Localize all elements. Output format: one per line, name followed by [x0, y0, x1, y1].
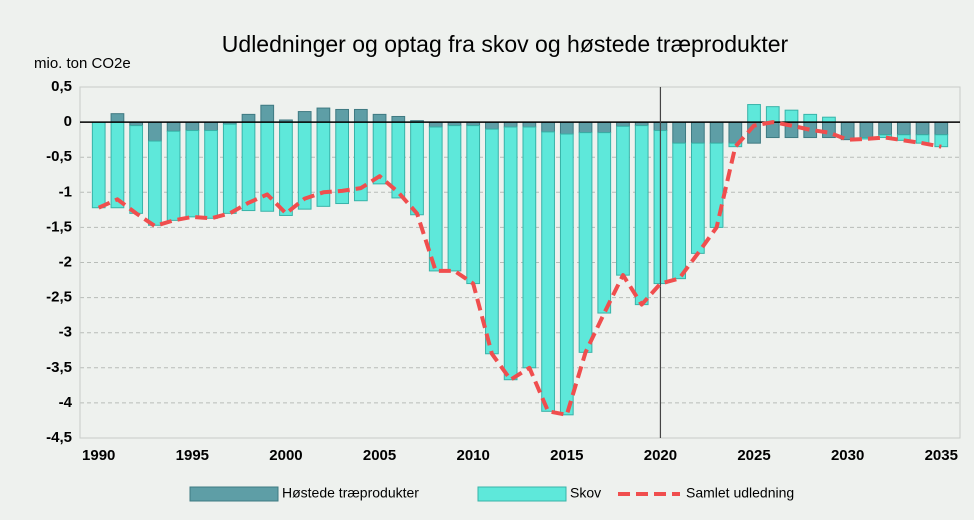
bar [241, 121, 256, 212]
bar [335, 108, 349, 123]
x-tick-label: 1995 [176, 447, 209, 464]
bar [522, 126, 537, 369]
bar [672, 121, 687, 144]
bar [466, 125, 481, 285]
bar [859, 121, 874, 139]
bar [709, 121, 724, 144]
bar [634, 125, 649, 306]
x-tick-label: 1990 [82, 447, 115, 464]
bar [559, 133, 574, 416]
legend-label: Skov [570, 485, 601, 501]
y-axis-label: mio. ton CO2e [34, 55, 131, 72]
bar [578, 121, 593, 134]
x-tick-label: 2015 [550, 447, 583, 464]
bar [616, 125, 630, 276]
bar [316, 107, 331, 123]
bar [765, 106, 780, 123]
bar [391, 115, 406, 123]
legend-label: Høstede træprodukter [282, 485, 419, 501]
bar [148, 140, 162, 226]
bar [129, 125, 144, 214]
bar [934, 121, 949, 136]
bar [691, 121, 705, 144]
bar [747, 104, 761, 123]
legend-label: Samlet udledning [686, 485, 794, 501]
chart-title: Udledninger og optag fra skov og høstede… [222, 31, 789, 57]
y-tick-label: -0,5 [46, 148, 72, 165]
bar [410, 121, 424, 216]
x-tick-label: 2035 [925, 447, 958, 464]
bar [372, 113, 387, 123]
bar [91, 121, 106, 209]
bar [297, 111, 312, 123]
plot-frame [79, 86, 961, 439]
x-tick-label: 2025 [737, 447, 770, 464]
bar [260, 104, 275, 123]
bar [896, 121, 911, 136]
bar [185, 130, 200, 218]
bar [541, 121, 555, 133]
y-tick-label: -3 [59, 324, 72, 341]
bar [447, 125, 462, 272]
y-tick-label: 0 [64, 113, 72, 130]
bar [222, 123, 237, 214]
x-tick-label: 2020 [644, 447, 677, 464]
bar [541, 131, 555, 412]
x-tick-label: 2005 [363, 447, 396, 464]
bar [428, 126, 443, 272]
legend-swatch [477, 486, 567, 502]
y-tick-label: -4,5 [46, 429, 72, 446]
bar [672, 142, 687, 280]
bar [878, 121, 892, 136]
x-tick-label: 2000 [269, 447, 302, 464]
bar [353, 108, 368, 123]
bar [241, 113, 256, 123]
y-tick-label: -2 [59, 253, 72, 270]
bar [166, 121, 181, 132]
y-tick-label: 0,5 [51, 78, 72, 95]
bar [148, 121, 162, 142]
bar [204, 130, 218, 219]
line [97, 120, 942, 417]
y-tick-label: -4 [59, 394, 73, 411]
bar [578, 132, 593, 353]
bar [784, 109, 799, 123]
bar [503, 126, 518, 381]
legend-swatch [189, 486, 279, 502]
bar [485, 121, 499, 130]
x-tick-label: 2030 [831, 447, 864, 464]
bar [204, 121, 218, 132]
bar [110, 121, 125, 209]
y-tick-label: -1,5 [46, 218, 72, 235]
bar [485, 128, 499, 355]
bar [559, 121, 574, 135]
y-tick-label: -3,5 [46, 359, 72, 376]
bar [110, 113, 125, 123]
bar [915, 121, 930, 136]
x-tick-label: 2010 [457, 447, 490, 464]
bar [279, 121, 293, 216]
bar [803, 113, 818, 123]
bar [691, 142, 705, 254]
bar [597, 121, 612, 134]
bar [166, 130, 181, 221]
bar [185, 121, 200, 132]
y-tick-label: -1 [59, 183, 72, 200]
bar [597, 132, 612, 314]
y-tick-label: -2,5 [46, 289, 72, 306]
